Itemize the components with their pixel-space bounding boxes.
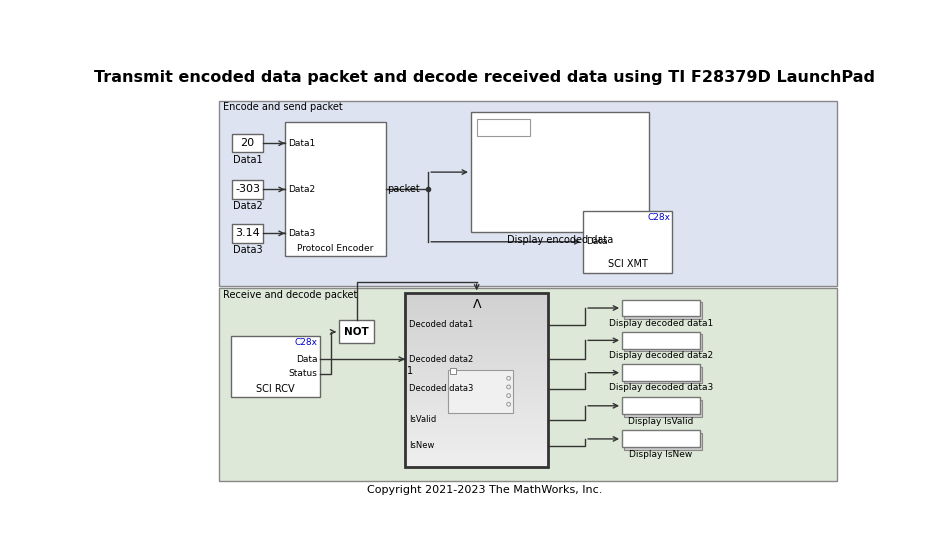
Text: Decoded data2: Decoded data2 [409, 355, 473, 364]
Text: C28x: C28x [294, 338, 318, 347]
Text: Data3: Data3 [233, 245, 262, 255]
Bar [405, 455, 549, 461]
Bar [471, 113, 649, 232]
Bar [448, 370, 513, 413]
Bar [622, 300, 699, 316]
Bar [232, 180, 263, 199]
Text: IsNew: IsNew [409, 442, 434, 450]
Text: Display decoded data1: Display decoded data1 [608, 319, 713, 328]
Text: Decoded data1: Decoded data1 [409, 320, 473, 329]
Bar [219, 288, 837, 480]
Bar [405, 432, 549, 438]
Bar [624, 302, 702, 319]
Bar [405, 339, 549, 346]
Text: Copyright 2021-2023 The MathWorks, Inc.: Copyright 2021-2023 The MathWorks, Inc. [367, 485, 603, 495]
Bar [405, 421, 549, 427]
Bar [405, 311, 549, 317]
Text: Data2: Data2 [233, 201, 263, 211]
Text: Data2: Data2 [288, 185, 315, 194]
Bar [624, 334, 702, 351]
Text: Protocol Encoder: Protocol Encoder [297, 245, 374, 253]
Text: IsValid: IsValid [409, 415, 436, 424]
Bar [477, 119, 530, 136]
Bar [231, 336, 320, 397]
Bar [405, 328, 549, 335]
Bar [405, 299, 549, 306]
Bar [405, 409, 549, 416]
Bar [622, 431, 699, 447]
Text: SCI XMT: SCI XMT [608, 259, 648, 269]
Bar [449, 368, 456, 374]
Bar [622, 364, 699, 381]
Text: Encode and send packet: Encode and send packet [223, 103, 342, 113]
Bar [405, 357, 549, 363]
Text: Display decoded data2: Display decoded data2 [608, 351, 713, 360]
Bar [624, 433, 702, 450]
Bar [405, 316, 549, 323]
Bar [622, 332, 699, 349]
Text: Data1: Data1 [288, 139, 315, 148]
Text: Data3: Data3 [288, 229, 315, 238]
Bar [405, 449, 549, 456]
Bar [219, 101, 837, 286]
Text: Display IsNew: Display IsNew [629, 450, 692, 459]
Text: SCI RCV: SCI RCV [255, 384, 294, 394]
Text: Display decoded data3: Display decoded data3 [608, 384, 713, 392]
Bar [584, 211, 673, 273]
Bar [405, 322, 549, 329]
Bar [622, 397, 699, 415]
Bar [405, 369, 549, 375]
Text: NOT: NOT [344, 327, 369, 337]
Text: 3.14: 3.14 [236, 229, 260, 238]
Bar [405, 374, 549, 381]
Bar [405, 363, 549, 369]
Bar [405, 294, 549, 300]
Text: Decoded data3: Decoded data3 [409, 384, 473, 393]
Bar [405, 294, 549, 466]
Text: Receive and decode packet: Receive and decode packet [223, 290, 358, 300]
Bar [624, 400, 702, 417]
Bar [405, 386, 549, 392]
Text: 1: 1 [408, 367, 413, 376]
Bar [405, 391, 549, 398]
Bar [405, 426, 549, 433]
Bar [405, 397, 549, 404]
Bar [339, 320, 374, 343]
Bar [405, 380, 549, 386]
Text: C28x: C28x [647, 213, 670, 222]
Text: Transmit encoded data packet and decode received data using TI F28379D LaunchPad: Transmit encoded data packet and decode … [95, 70, 875, 85]
Bar [405, 351, 549, 358]
Bar [405, 403, 549, 410]
Text: Data1: Data1 [233, 155, 262, 165]
Bar [405, 438, 549, 444]
Text: packet: packet [387, 184, 420, 194]
Text: -303: -303 [236, 184, 260, 194]
Bar [232, 134, 263, 152]
Bar [405, 444, 549, 450]
Bar [405, 415, 549, 421]
Text: Display IsValid: Display IsValid [628, 417, 693, 426]
Bar [405, 334, 549, 341]
Text: Data: Data [296, 354, 318, 364]
Bar [405, 346, 549, 352]
Text: Ʌ: Ʌ [472, 298, 481, 311]
Bar [405, 305, 549, 311]
Bar [405, 461, 549, 468]
Text: Data: Data [587, 237, 608, 246]
Text: Display encoded data: Display encoded data [507, 235, 613, 245]
Bar [285, 121, 386, 257]
Bar [232, 224, 263, 242]
Text: 20: 20 [240, 138, 254, 148]
Text: Status: Status [289, 369, 318, 379]
Bar [624, 367, 702, 384]
